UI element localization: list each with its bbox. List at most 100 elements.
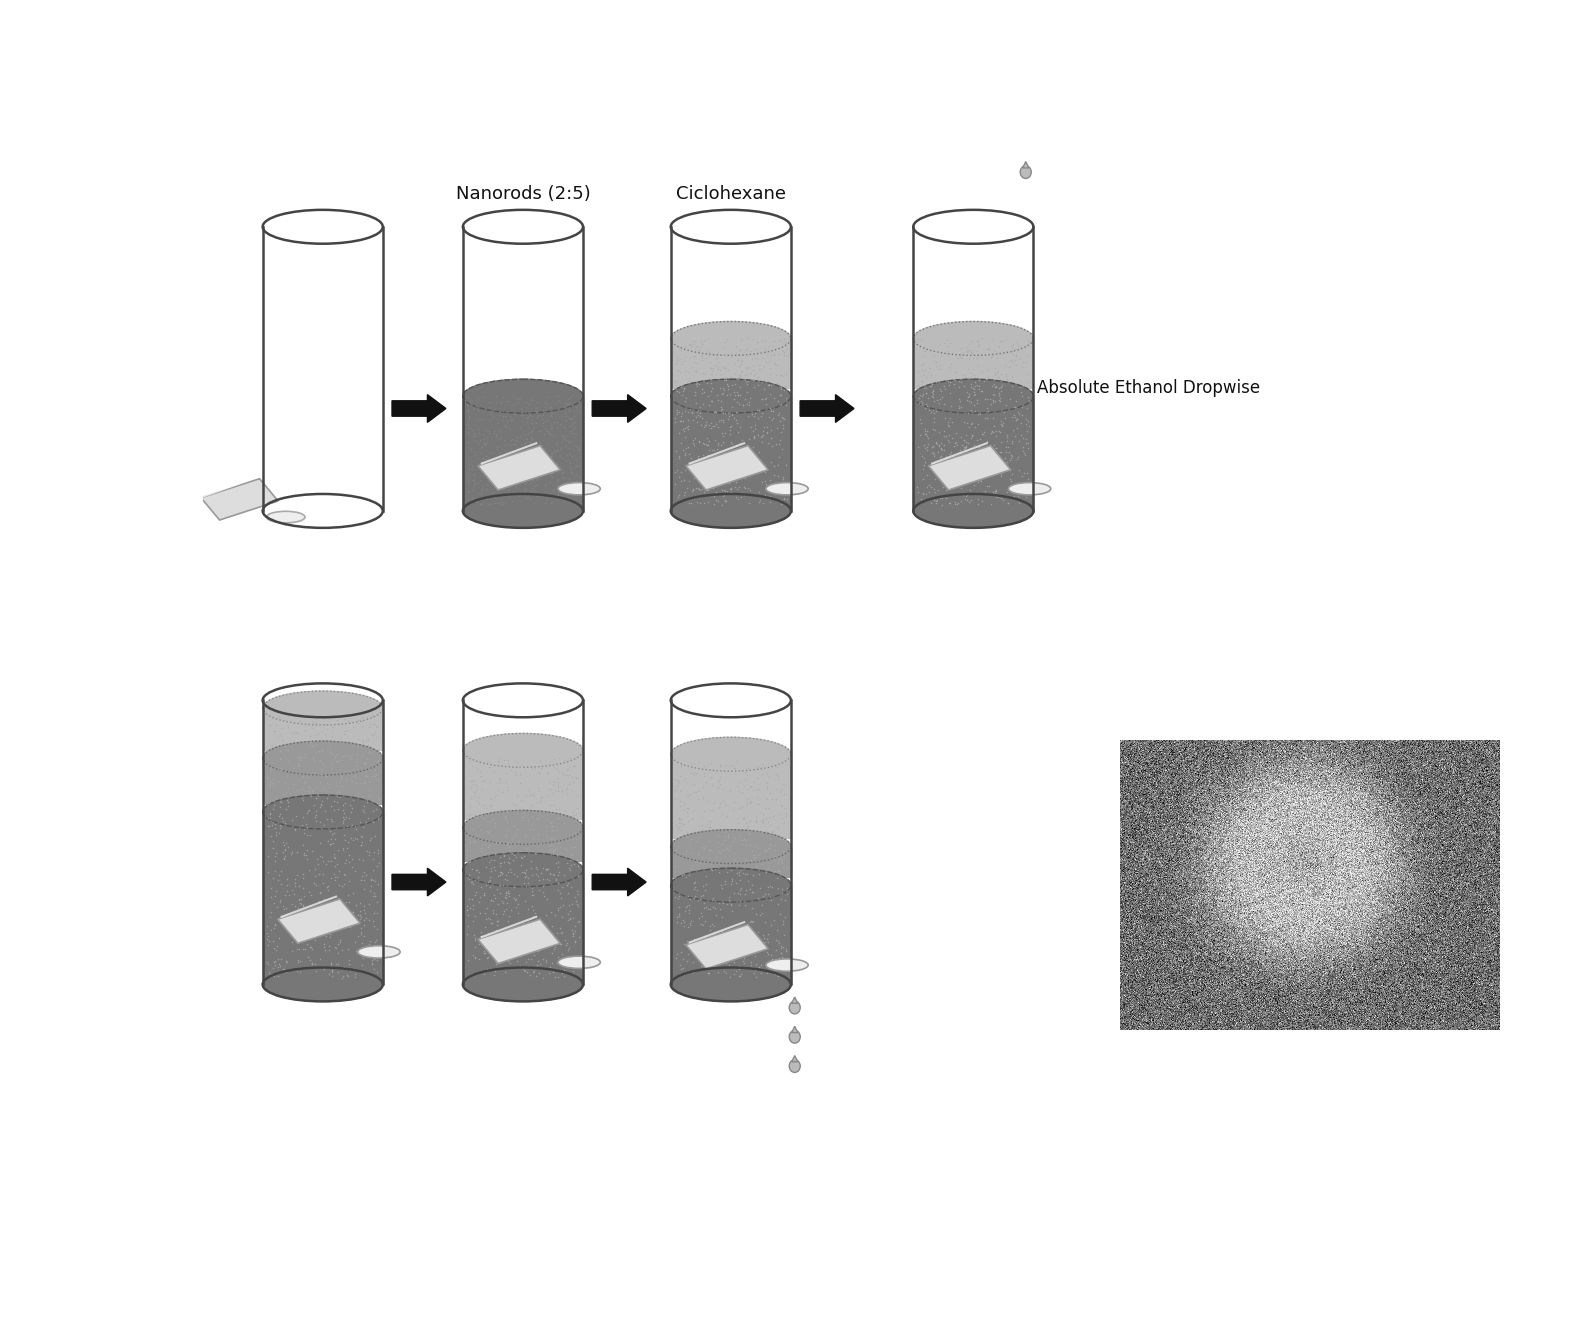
Point: [499, 459, 525, 480]
Point: [715, 823, 740, 844]
Point: [689, 344, 715, 365]
Point: [699, 412, 724, 434]
Point: [684, 478, 710, 499]
Point: [561, 836, 587, 858]
Point: [764, 417, 790, 439]
Point: [954, 440, 979, 462]
Point: [458, 439, 483, 460]
Point: [507, 772, 533, 793]
Point: [983, 482, 1008, 503]
Point: [547, 917, 573, 938]
Point: [257, 815, 282, 836]
Point: [475, 836, 501, 858]
Point: [1010, 396, 1035, 417]
Point: [565, 455, 590, 476]
Point: [478, 890, 504, 911]
Point: [748, 388, 774, 409]
Point: [464, 400, 490, 421]
Ellipse shape: [263, 692, 383, 725]
Point: [297, 882, 322, 903]
Point: [667, 884, 692, 906]
Ellipse shape: [671, 321, 791, 356]
Point: [686, 486, 711, 507]
Point: [303, 807, 329, 828]
Point: [360, 915, 386, 937]
Point: [713, 470, 738, 491]
Point: [518, 431, 544, 452]
Point: [979, 345, 1005, 367]
Point: [483, 878, 509, 899]
Point: [553, 425, 579, 447]
Point: [510, 404, 536, 425]
Point: [1014, 334, 1040, 356]
Point: [464, 791, 490, 812]
Point: [702, 429, 727, 451]
Point: [970, 423, 995, 444]
Point: [541, 929, 566, 950]
Point: [475, 494, 501, 515]
Point: [727, 416, 753, 438]
Point: [742, 962, 767, 983]
Point: [298, 731, 324, 752]
Point: [354, 939, 380, 961]
Point: [724, 343, 750, 364]
Point: [486, 855, 512, 876]
Point: [683, 360, 708, 381]
Point: [469, 447, 494, 468]
Point: [295, 824, 321, 846]
Point: [928, 345, 954, 367]
Point: [504, 818, 530, 839]
Point: [365, 842, 391, 863]
Point: [266, 805, 292, 827]
Point: [754, 776, 780, 797]
Point: [456, 888, 482, 910]
Point: [522, 454, 547, 475]
Point: [525, 405, 550, 427]
Point: [354, 731, 380, 752]
Point: [686, 478, 711, 499]
Point: [1000, 376, 1026, 397]
Point: [684, 373, 710, 395]
Point: [533, 914, 558, 935]
Point: [356, 785, 381, 807]
Point: [707, 892, 732, 914]
Point: [478, 494, 504, 515]
Point: [313, 925, 338, 946]
Point: [472, 434, 498, 455]
Point: [667, 816, 692, 838]
Point: [984, 376, 1010, 397]
Point: [687, 852, 713, 874]
Point: [665, 399, 691, 420]
Point: [354, 791, 380, 812]
Point: [300, 748, 325, 769]
Point: [292, 843, 317, 864]
Point: [994, 393, 1019, 415]
Point: [542, 966, 568, 987]
Point: [538, 863, 563, 884]
Point: [303, 874, 329, 895]
Point: [753, 840, 778, 862]
Point: [493, 429, 518, 451]
Point: [987, 451, 1013, 472]
Point: [306, 772, 332, 793]
Point: [552, 929, 577, 950]
Point: [750, 811, 775, 832]
Point: [700, 459, 726, 480]
Point: [935, 411, 960, 432]
Point: [469, 925, 494, 946]
Point: [726, 349, 751, 371]
Point: [520, 784, 545, 805]
Point: [675, 809, 700, 831]
Point: [766, 491, 791, 512]
Point: [955, 340, 981, 361]
Point: [1014, 363, 1040, 384]
Point: [935, 470, 960, 491]
Point: [313, 800, 338, 822]
Point: [919, 373, 944, 395]
Point: [957, 385, 983, 407]
Point: [286, 890, 311, 911]
Point: [520, 428, 545, 450]
Point: [753, 393, 778, 415]
Point: [978, 492, 1003, 514]
Point: [467, 470, 493, 491]
